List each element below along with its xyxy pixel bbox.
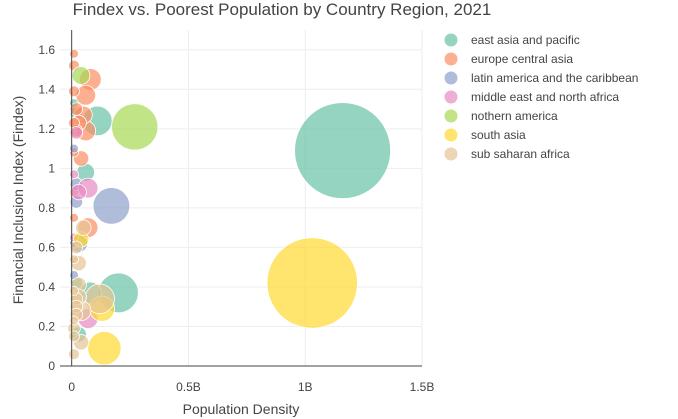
data-point[interactable] — [69, 286, 79, 296]
data-point[interactable] — [69, 126, 84, 140]
legend-label: europe central asia — [471, 52, 573, 66]
data-point[interactable] — [68, 85, 80, 98]
y-axis-label: Financial Inclusion Index (Findex) — [10, 96, 26, 305]
x-tick-label: 0 — [68, 380, 75, 394]
y-tick-label: 0.4 — [38, 280, 55, 294]
legend-label: south asia — [471, 128, 526, 142]
y-tick-label: 1.2 — [38, 122, 55, 136]
data-point[interactable] — [69, 240, 84, 255]
data-point[interactable] — [69, 143, 79, 154]
x-tick-label: 0.5B — [176, 380, 201, 394]
legend-label: nothern america — [471, 109, 558, 123]
y-tick-label: 1.4 — [38, 82, 55, 96]
legend-marker — [444, 52, 458, 66]
data-point[interactable] — [71, 66, 91, 85]
x-tick-label: 1.5B — [410, 380, 435, 394]
legend: east asia and pacific europe central asia… — [444, 33, 639, 161]
legend-item[interactable]: sub saharan africa — [444, 147, 571, 161]
y-tick-label: 0 — [48, 359, 55, 373]
data-point[interactable] — [69, 48, 79, 59]
y-tick-label: 0.2 — [38, 319, 55, 333]
x-axis-ticks: 0 0.5B 1B 1.5B — [68, 380, 434, 394]
data-point[interactable] — [111, 103, 159, 151]
data-point[interactable] — [69, 169, 79, 180]
data-point[interactable] — [68, 330, 80, 343]
legend-label: middle east and north africa — [471, 90, 619, 104]
y-tick-label: 0.6 — [38, 240, 55, 254]
series-nothern-america — [71, 66, 159, 151]
legend-label: latin america and the caribbean — [471, 71, 638, 85]
data-point[interactable] — [69, 102, 84, 116]
legend-item[interactable]: europe central asia — [444, 52, 574, 66]
legend-label: east asia and pacific — [471, 33, 580, 47]
bubble-layer — [67, 48, 391, 366]
legend-item[interactable]: nothern america — [444, 109, 559, 123]
data-point[interactable] — [75, 219, 92, 236]
legend-item[interactable]: latin america and the caribbean — [444, 71, 639, 85]
data-point[interactable] — [294, 102, 391, 199]
legend-marker — [444, 90, 458, 104]
chart-title: Findex vs. Poorest Population by Country… — [73, 0, 492, 19]
y-axis-ticks: 0 0.2 0.4 0.6 0.8 1 1.2 1.4 1.6 — [38, 43, 55, 373]
data-point[interactable] — [92, 187, 131, 225]
x-axis-label: Population Density — [183, 401, 300, 417]
y-tick-label: 1 — [48, 161, 55, 175]
data-point[interactable] — [87, 331, 122, 366]
series-sub-saharan-africa — [67, 219, 115, 360]
data-point[interactable] — [69, 212, 79, 223]
legend-marker — [444, 128, 458, 142]
y-tick-label: 1.6 — [38, 43, 55, 57]
x-tick-label: 1B — [298, 380, 313, 394]
legend-label: sub saharan africa — [471, 147, 570, 161]
data-point[interactable] — [69, 254, 79, 265]
data-point[interactable] — [69, 315, 79, 326]
legend-item[interactable]: south asia — [444, 128, 527, 142]
legend-marker — [444, 33, 458, 47]
data-point[interactable] — [266, 237, 358, 329]
data-point[interactable] — [70, 183, 87, 201]
legend-marker — [444, 147, 458, 161]
legend-item[interactable]: middle east and north africa — [444, 90, 620, 104]
legend-item[interactable]: east asia and pacific — [444, 33, 580, 47]
y-tick-label: 0.8 — [38, 201, 55, 215]
legend-marker — [444, 109, 458, 123]
data-point[interactable] — [68, 348, 80, 360]
legend-marker — [444, 71, 458, 85]
